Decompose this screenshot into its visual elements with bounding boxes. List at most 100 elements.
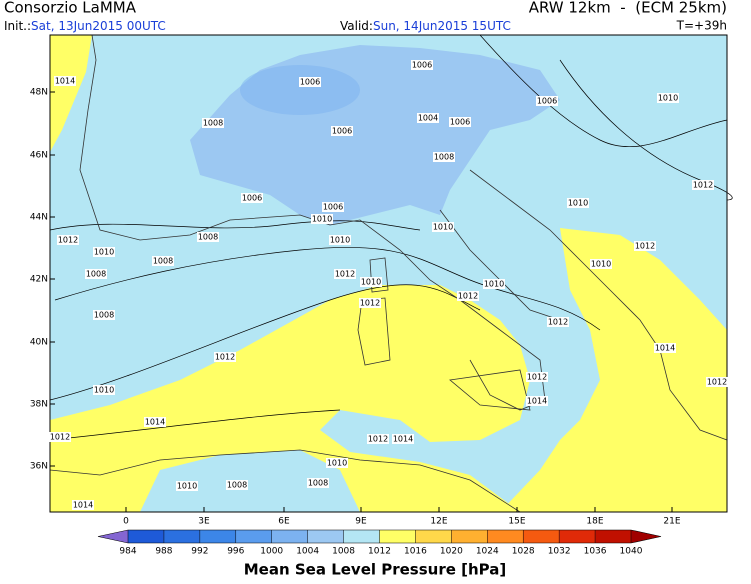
contour-label-box xyxy=(692,180,714,190)
contour-label: 1008 xyxy=(308,479,328,488)
lat-label: 38N xyxy=(30,400,48,410)
isobar xyxy=(54,247,601,331)
legend-label: 992 xyxy=(191,547,208,557)
contour-label-box xyxy=(567,198,589,208)
contour-label-box xyxy=(334,269,356,279)
contour-label-box xyxy=(214,352,236,362)
legend-label: 1020 xyxy=(440,547,463,557)
contour-label-box xyxy=(326,458,348,468)
contour-label: 1010 xyxy=(484,280,504,289)
contour-label: 1010 xyxy=(330,236,350,245)
map-frame xyxy=(49,34,728,513)
legend-swatch xyxy=(559,530,596,543)
lon-label: 0 xyxy=(123,517,129,527)
contour-label-box xyxy=(49,432,71,442)
lon-label: 15E xyxy=(508,517,525,527)
contour-label-box xyxy=(226,480,248,490)
contour-label-box xyxy=(367,434,389,444)
contour-label-box xyxy=(72,500,94,510)
contour-label: 1012 xyxy=(58,236,78,245)
contour-label-box xyxy=(54,76,76,86)
map xyxy=(49,34,733,513)
legend-swatch xyxy=(163,530,200,543)
lat-label: 46N xyxy=(30,151,48,161)
contour-label: 1008 xyxy=(434,153,454,162)
isobar xyxy=(559,59,733,201)
contour-label-box xyxy=(417,113,439,123)
contour-label: 1010 xyxy=(568,199,588,208)
contour-label: 1014 xyxy=(527,397,547,406)
lat-label: 44N xyxy=(30,213,48,223)
lon-label: 12E xyxy=(430,517,447,527)
contour-label: 1008 xyxy=(198,233,218,242)
legend-swatch xyxy=(307,530,344,543)
legend-swatch xyxy=(415,530,452,543)
contour-label: 1008 xyxy=(94,311,114,320)
lat-label: 40N xyxy=(30,338,48,348)
legend-swatch xyxy=(271,530,308,543)
contour-label: 1014 xyxy=(145,418,165,427)
lon-label: 6E xyxy=(278,517,290,527)
contour-label-box xyxy=(202,118,224,128)
contour-label-box xyxy=(483,279,505,289)
contour-label-box xyxy=(152,256,174,266)
contour-label: 1006 xyxy=(450,118,470,127)
legend-label: 988 xyxy=(155,547,172,557)
contour-label: 1006 xyxy=(323,203,343,212)
contour-label: 1010 xyxy=(591,260,611,269)
contour-label: 1006 xyxy=(412,61,432,70)
legend-swatch xyxy=(128,530,164,543)
legend-label: 1024 xyxy=(476,547,499,557)
contour-label: 1010 xyxy=(177,482,197,491)
isobar xyxy=(479,34,728,148)
contour-label-box xyxy=(197,232,219,242)
high-pressure-area xyxy=(50,35,92,152)
low-pressure-core xyxy=(240,65,360,115)
contour-label-box xyxy=(331,126,353,136)
valid-label: Valid: xyxy=(340,19,373,33)
contour-label-box xyxy=(329,235,351,245)
legend-label: 1016 xyxy=(404,547,427,557)
legend-label: 984 xyxy=(119,547,136,557)
contour-label-box xyxy=(526,396,548,406)
lon-label: 3E xyxy=(198,517,210,527)
contour-label-box xyxy=(411,60,433,70)
legend-label: 1000 xyxy=(260,547,283,557)
lat-label: 48N xyxy=(30,88,48,98)
contour-label: 1014 xyxy=(655,344,675,353)
contour-label: 1012 xyxy=(527,373,547,382)
contour-label-box xyxy=(85,269,107,279)
contour-label-box xyxy=(634,241,656,251)
legend-label: 996 xyxy=(227,547,244,557)
legend-label: 1004 xyxy=(296,547,319,557)
legend-swatch xyxy=(343,530,380,543)
legend-label: 1036 xyxy=(584,547,607,557)
island-coast xyxy=(357,297,391,366)
legend-title: Mean Sea Level Pressure [hPa] xyxy=(244,561,507,579)
contour-label: 1010 xyxy=(327,459,347,468)
contour-label-box xyxy=(457,291,479,301)
contour-label: 1012 xyxy=(707,378,727,387)
contour-label: 1012 xyxy=(50,433,70,442)
contour-label: 1012 xyxy=(215,353,235,362)
contour-label-box xyxy=(392,434,414,444)
map-labels: 48N 46N 44N 42N 40N 38N 36N 0 3E 6E 9E 12E 15E 18E 21E… xyxy=(30,60,728,527)
high-pressure-area xyxy=(50,285,530,512)
contour-label-box xyxy=(322,202,344,212)
contour-label-box xyxy=(299,77,321,87)
coastline xyxy=(79,34,546,411)
contour-label-box xyxy=(360,277,382,287)
contour-label: 1006 xyxy=(537,97,557,106)
lon-label: 9E xyxy=(355,517,367,527)
model-name: ARW 12km - (ECM 25km) xyxy=(529,0,727,17)
contour-label: 1008 xyxy=(86,270,106,279)
legend-swatch xyxy=(98,530,128,543)
init-time: Init.:Sat, 13Jun2015 00UTC xyxy=(4,19,166,33)
high-pressure-area xyxy=(500,228,727,512)
contour-label-box xyxy=(57,235,79,245)
island-coast xyxy=(449,369,531,411)
contour-label-box xyxy=(590,259,612,269)
contour-label: 1010 xyxy=(433,223,453,232)
contour-label: 1010 xyxy=(94,248,114,257)
